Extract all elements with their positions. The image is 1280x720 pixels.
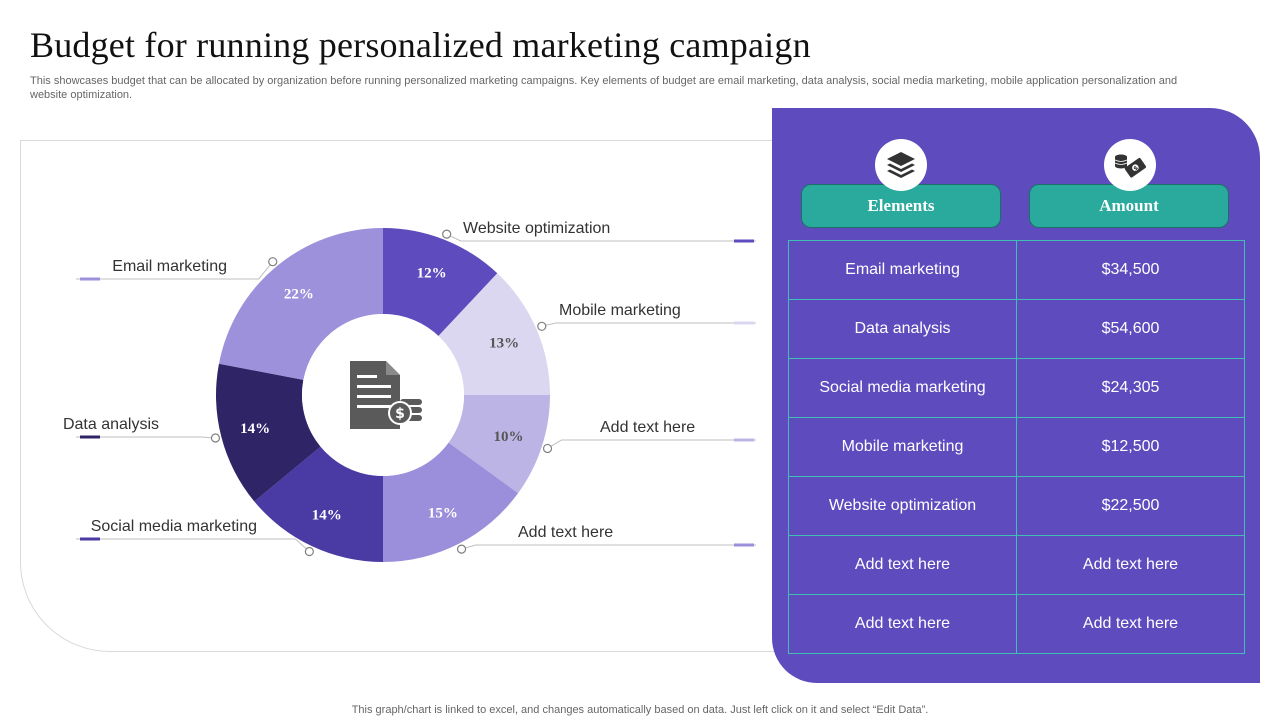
- table-row: Website optimization $22,500: [788, 476, 1245, 536]
- slice-name-label: Add text here: [600, 419, 695, 436]
- slice-name-label: Add text here: [518, 524, 613, 541]
- table-row: Mobile marketing $12,500: [788, 417, 1245, 477]
- donut-slice[interactable]: [218, 228, 383, 380]
- donut-slice[interactable]: [383, 442, 519, 562]
- table-cell-element: Mobile marketing: [788, 417, 1017, 477]
- document-dollar-icon: $: [350, 361, 422, 429]
- table-row: Social media marketing $24,305: [788, 358, 1245, 418]
- donut-slice[interactable]: [448, 395, 550, 494]
- chart-card: 12% Website optimization 13% Mobile marketi…: [20, 140, 842, 652]
- table-row: Add text here Add text here: [788, 594, 1245, 654]
- page-subtitle: This showcases budget that can be alloca…: [30, 75, 1178, 101]
- table-cell-element: Add text here: [788, 594, 1017, 654]
- table-row: Add text here Add text here: [788, 535, 1245, 595]
- slice-name-label: Social media marketing: [91, 518, 257, 535]
- slice-name-label: Data analysis: [63, 416, 159, 433]
- table-cell-amount: $34,500: [1016, 240, 1245, 300]
- money-icon: $: [1104, 139, 1156, 191]
- donut-slice[interactable]: [383, 228, 498, 336]
- table-cell-element: Website optimization: [788, 476, 1017, 536]
- slice-name-label: Website optimization: [463, 220, 610, 237]
- svg-text:$: $: [395, 406, 405, 422]
- table-row: Data analysis $54,600: [788, 299, 1245, 359]
- table-cell-element: Data analysis: [788, 299, 1017, 359]
- table-cell-element: Add text here: [788, 535, 1017, 595]
- table-cell-amount: $54,600: [1016, 299, 1245, 359]
- slice-value-label: 22%: [284, 286, 314, 302]
- elements-header: Elements: [801, 184, 1001, 228]
- slice-value-label: 14%: [312, 507, 342, 523]
- table-cell-amount: Add text here: [1016, 594, 1245, 654]
- table-cell-amount: $24,305: [1016, 358, 1245, 418]
- donut-slice[interactable]: [254, 446, 383, 562]
- layers-icon: [875, 139, 927, 191]
- slice-leader: [76, 433, 221, 443]
- table-row: Email marketing $34,500: [788, 240, 1245, 300]
- slice-value-label: 14%: [240, 421, 270, 437]
- slice-leader: [537, 321, 756, 331]
- budget-panel: $ Elements Amount Email marketing $34,500…: [772, 108, 1260, 683]
- budget-table: Email marketing $34,500 Data analysis $54,6…: [788, 240, 1245, 654]
- table-cell-amount: Add text here: [1016, 535, 1245, 595]
- svg-text:$: $: [1132, 164, 1139, 172]
- table-cell-element: Email marketing: [788, 240, 1017, 300]
- slice-value-label: 12%: [417, 265, 447, 281]
- slice-value-label: 13%: [489, 336, 519, 352]
- donut-slice[interactable]: [438, 273, 550, 395]
- table-cell-amount: $22,500: [1016, 476, 1245, 536]
- slice-value-label: 10%: [494, 429, 524, 445]
- slice-name-label: Mobile marketing: [559, 302, 681, 319]
- page-title: Budget for running personalized marketin…: [30, 25, 811, 65]
- slice-leader: [442, 229, 756, 243]
- slice-leader: [76, 257, 278, 281]
- slice-name-label: Email marketing: [112, 258, 227, 275]
- slice-leader: [76, 537, 314, 557]
- footer-note: This graph/chart is linked to excel, and…: [351, 704, 929, 716]
- table-cell-element: Social media marketing: [788, 358, 1017, 418]
- amount-header: Amount: [1029, 184, 1229, 228]
- table-cell-amount: $12,500: [1016, 417, 1245, 477]
- donut-slice[interactable]: [215, 363, 321, 502]
- slice-leader: [542, 438, 756, 454]
- donut-chart[interactable]: 12% Website optimization 13% Mobile marketi…: [21, 141, 841, 651]
- slice-leader: [456, 543, 756, 554]
- slice-value-label: 15%: [428, 506, 458, 522]
